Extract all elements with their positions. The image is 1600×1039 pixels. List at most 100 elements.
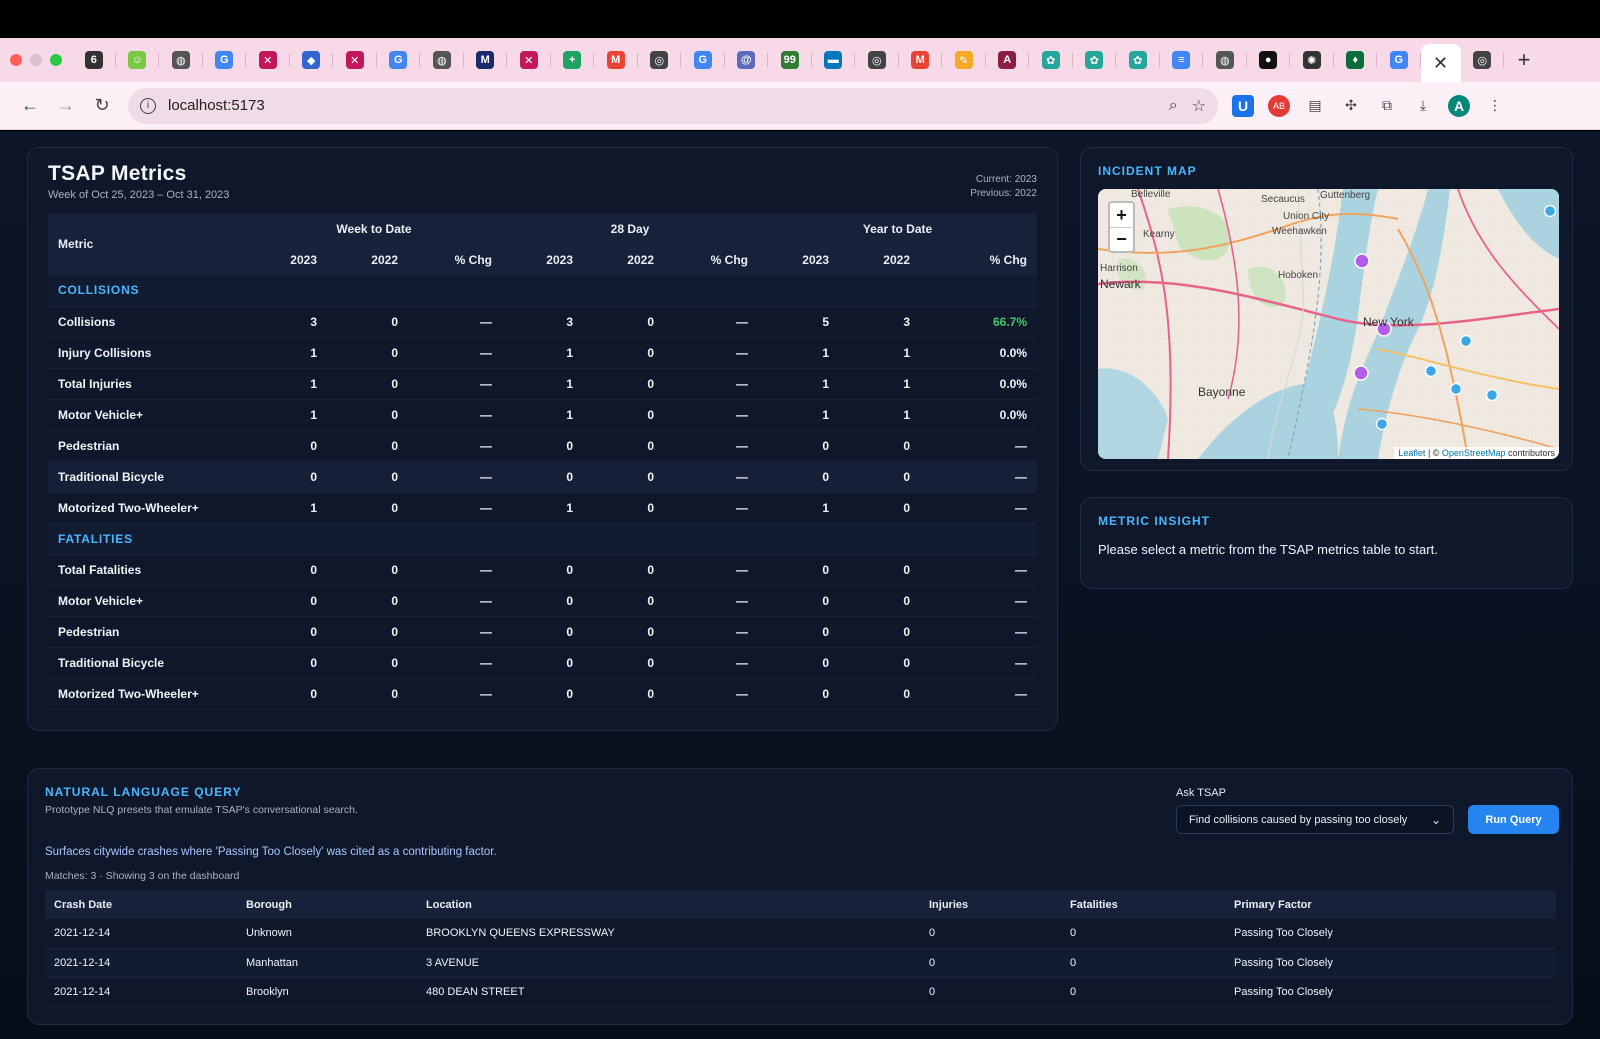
browser-tab[interactable]: 99 — [768, 44, 812, 76]
metric-row[interactable]: Motorized Two-Wheeler+ 0 0—0 0—0 0— — [48, 678, 1037, 710]
incident-marker[interactable] — [1449, 382, 1463, 396]
tab-search-icon[interactable]: ⧉ — [1382, 97, 1392, 113]
browser-tab[interactable]: ✿ — [1116, 44, 1160, 76]
metric-row[interactable]: Traditional Bicycle 0 0—0 0—0 0— — [48, 647, 1037, 679]
incident-marker[interactable] — [1353, 365, 1369, 381]
metric-row[interactable]: Total Injuries 1 0—1 0—1 1 0.0% — [48, 368, 1037, 400]
incident-marker[interactable] — [1424, 364, 1438, 378]
metric-row[interactable]: Total Fatalities 0 0—0 0—0 0— — [48, 554, 1037, 586]
nlq-selected-value[interactable]: Find collisions caused by passing too cl… — [1189, 813, 1408, 826]
table-row[interactable]: 2021-12-14 Manhattan 3 AVENUE 0 0 Passing Too… — [45, 948, 1556, 978]
close-icon[interactable]: ✕ — [1432, 52, 1449, 73]
document-icon[interactable]: ▤ — [1308, 97, 1322, 113]
bookmark-star-icon[interactable]: ☆ — [1191, 97, 1206, 115]
browser-tab[interactable]: ✕ — [507, 44, 551, 76]
nlq-preset-select[interactable]: Find collisions caused by passing too cl… — [1176, 805, 1454, 834]
browser-tab[interactable]: @ — [725, 44, 769, 76]
osm-link[interactable]: OpenStreetMap — [1441, 448, 1506, 458]
zoom-icon[interactable]: ⌕ — [1168, 96, 1178, 114]
metric-row[interactable]: Motor Vehicle+ 1 0—1 0—1 1 0.0% — [48, 399, 1037, 431]
browser-tab[interactable]: G — [681, 44, 725, 76]
metric-label[interactable]: Motorized Two-Wheeler+ — [48, 678, 246, 710]
browser-tab[interactable]: ◍ — [1203, 44, 1247, 76]
browser-tab[interactable]: A — [986, 44, 1030, 76]
browser-tab[interactable]: ◍ — [420, 44, 464, 76]
metric-label[interactable]: Traditional Bicycle — [48, 461, 246, 493]
tab-active-close[interactable]: ✕ — [1420, 44, 1461, 82]
zoom-out-button[interactable]: − — [1110, 227, 1133, 251]
zoom-in-button[interactable]: + — [1116, 204, 1127, 225]
browser-tab[interactable]: ✿ — [1029, 44, 1073, 76]
incident-marker[interactable] — [1375, 417, 1389, 431]
metric-label[interactable]: Motorized Two-Wheeler+ — [48, 492, 246, 524]
incident-marker[interactable] — [1543, 204, 1557, 218]
browser-tab[interactable]: + — [551, 44, 595, 76]
browser-tab[interactable]: G — [377, 44, 421, 76]
url-text[interactable]: localhost:5173 — [168, 97, 265, 114]
browser-tab[interactable]: ☺ — [116, 44, 160, 76]
incident-marker[interactable] — [1485, 388, 1499, 402]
metric-label[interactable]: Total Fatalities — [48, 554, 246, 586]
browser-tab[interactable]: ✕ — [246, 44, 290, 76]
leaflet-link[interactable]: Leaflet — [1398, 448, 1426, 458]
avatar[interactable]: A — [1448, 94, 1470, 117]
browser-tab[interactable]: ◍ — [159, 44, 203, 76]
table-row[interactable]: 2021-12-14 Unknown BROOKLYN QUEENS EXPRESS… — [45, 919, 1556, 949]
browser-tab[interactable]: M — [594, 44, 638, 76]
adblock-icon[interactable]: AB — [1268, 94, 1290, 117]
metric-row[interactable]: Injury Collisions 1 0—1 0—1 1 0.0% — [48, 337, 1037, 369]
browser-tab[interactable]: M — [464, 44, 508, 76]
metric-label[interactable]: Collisions — [48, 306, 246, 338]
metric-row[interactable]: Pedestrian 0 0—0 0—0 0— — [48, 616, 1037, 648]
metric-label[interactable]: Injury Collisions — [48, 337, 246, 369]
browser-tab[interactable]: ✺ — [1290, 44, 1334, 76]
metric-label[interactable]: Total Injuries — [48, 368, 246, 400]
incident-marker[interactable] — [1376, 321, 1392, 337]
metric-label[interactable]: Traditional Bicycle — [48, 647, 246, 679]
browser-tab[interactable]: ◎ — [855, 44, 899, 76]
run-query-button[interactable]: Run Query — [1468, 805, 1559, 834]
browser-tab[interactable]: ✎ — [942, 44, 986, 76]
browser-tab[interactable]: ✕ — [333, 44, 377, 76]
metric-row[interactable]: Traditional Bicycle 0 0—0 0—0 0— — [48, 461, 1037, 493]
new-tab-button[interactable]: + — [1517, 47, 1531, 72]
browser-tab[interactable]: M — [899, 44, 943, 76]
forward-icon[interactable]: → — [57, 95, 75, 115]
metric-label[interactable]: Pedestrian — [48, 430, 246, 462]
maximize-window-button[interactable] — [50, 54, 62, 66]
browser-tab[interactable]: ● — [1247, 44, 1291, 76]
url-input[interactable]: i localhost:5173 ⌕ ☆ — [128, 87, 1218, 124]
back-icon[interactable]: ← — [21, 95, 39, 115]
chevron-down-icon[interactable]: ⌄ — [1430, 812, 1441, 827]
tab-after-active[interactable]: ◎ — [1461, 44, 1505, 76]
metric-label[interactable]: Motor Vehicle+ — [48, 399, 246, 431]
map-canvas[interactable]: Belleville Secaucus Guttenberg Kearny Un… — [1098, 189, 1559, 459]
browser-tab[interactable]: 6 — [72, 44, 116, 76]
download-icon[interactable]: ⤓ — [1419, 97, 1427, 113]
browser-tab[interactable]: ≡ — [1160, 44, 1204, 76]
browser-tab[interactable]: ◆ — [290, 44, 334, 76]
metric-row[interactable]: Collisions 3 0—3 0—5 3 66.7% — [48, 306, 1037, 338]
metric-label[interactable]: Pedestrian — [48, 616, 246, 648]
table-row[interactable]: 2021-12-14 Brooklyn 480 DEAN STREET 0 0 Passi… — [45, 977, 1556, 1007]
site-info-icon[interactable]: i — [140, 97, 156, 114]
browser-tab[interactable]: ♦ — [1334, 44, 1378, 76]
extension-u-icon[interactable]: U — [1232, 94, 1254, 117]
reload-icon[interactable]: ↻ — [94, 95, 110, 115]
incident-marker[interactable] — [1459, 334, 1473, 348]
incident-marker[interactable] — [1354, 253, 1370, 269]
browser-tab[interactable]: ◎ — [638, 44, 682, 76]
browser-tab[interactable]: ▬ — [812, 44, 856, 76]
browser-tab[interactable]: G — [203, 44, 247, 76]
metric-row[interactable]: Motorized Two-Wheeler+ 1 0—1 0—1 0— — [48, 492, 1037, 524]
metric-label[interactable]: Motor Vehicle+ — [48, 585, 246, 617]
metric-row[interactable]: Motor Vehicle+ 0 0—0 0—0 0— — [48, 585, 1037, 617]
minimize-window-button[interactable] — [30, 54, 42, 66]
metric-row[interactable]: Pedestrian 0 0—0 0—0 0— — [48, 430, 1037, 462]
kebab-menu-icon[interactable]: ⋮ — [1488, 97, 1502, 113]
browser-tab[interactable]: G — [1377, 44, 1421, 76]
map-tiles[interactable]: Belleville Secaucus Guttenberg Kearny Un… — [1098, 189, 1559, 459]
browser-tab[interactable]: ✿ — [1073, 44, 1117, 76]
close-window-button[interactable] — [10, 54, 22, 66]
puzzle-icon[interactable]: ✣ — [1345, 97, 1357, 113]
